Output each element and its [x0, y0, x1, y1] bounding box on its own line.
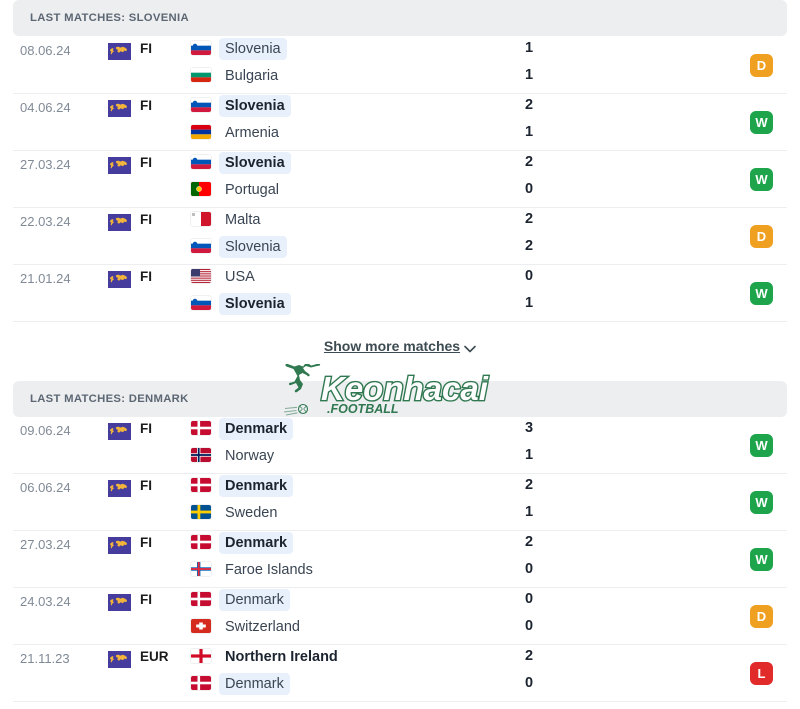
- svg-text:.FOOTBALL: .FOOTBALL: [327, 402, 399, 416]
